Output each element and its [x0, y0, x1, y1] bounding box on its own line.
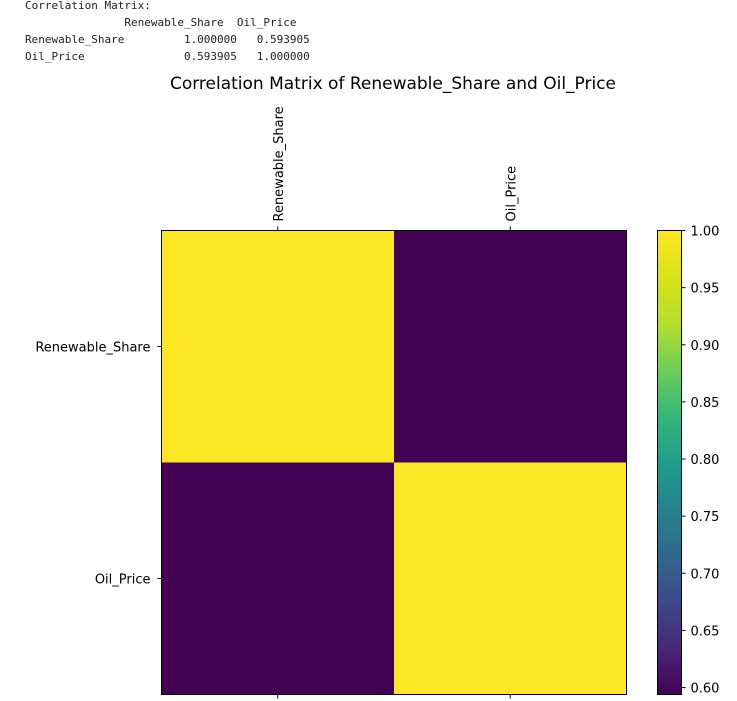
colorbar-tick-label: 1.00 — [691, 225, 720, 240]
y-tick-label-renewable-share: Renewable_Share — [35, 341, 150, 356]
colorbar-tick-label: 0.75 — [691, 510, 720, 525]
x-tick-label-renewable-share: Renewable_Share — [272, 106, 287, 221]
colorbar: 0.60 0.65 0.70 0.75 0.80 0.85 0.90 0.95 1.00 — [657, 225, 720, 697]
heatmap-frame — [161, 230, 627, 695]
colorbar-tick-label: 0.65 — [691, 624, 720, 639]
heatmap-cell-renewable-share-oil-price — [394, 230, 627, 463]
colorbar-tick-label: 0.95 — [691, 282, 720, 297]
console-header-row: Renewable_Share Oil_Price — [25, 16, 297, 29]
colorbar-tick-label: 0.85 — [691, 396, 720, 411]
heatmap-cell-oil-price-renewable-share — [161, 462, 394, 695]
colorbar-tick-label: 0.60 — [691, 682, 720, 697]
x-tick-label-oil-price: Oil_Price — [504, 166, 519, 222]
colorbar-tick-label: 0.90 — [691, 339, 720, 354]
colorbar-tick-label: 0.80 — [691, 453, 720, 468]
console-heading: Correlation Matrix: — [25, 0, 151, 12]
heatmap-cell-renewable-share-renewable-share — [161, 230, 394, 463]
heatmap-cells — [161, 230, 627, 695]
chart-title: Correlation Matrix of Renewable_Share an… — [170, 74, 616, 94]
console-row-renewable-share: Renewable_Share 1.000000 0.593905 — [25, 33, 310, 46]
console-output: Correlation Matrix: Renewable_Share Oil_… — [25, 0, 310, 65]
colorbar-gradient — [657, 230, 682, 695]
colorbar-tick-label: 0.70 — [691, 567, 720, 582]
y-tick-label-oil-price: Oil_Price — [95, 573, 151, 588]
colorbar-ticks: 0.60 0.65 0.70 0.75 0.80 0.85 0.90 0.95 1.00 — [681, 225, 720, 697]
console-row-oil-price: Oil_Price 0.593905 1.000000 — [25, 50, 310, 63]
heatmap-cell-oil-price-oil-price — [394, 462, 627, 695]
heatmap-ticks: Renewable_Share Oil_Price Renewable_Share O… — [35, 106, 519, 699]
